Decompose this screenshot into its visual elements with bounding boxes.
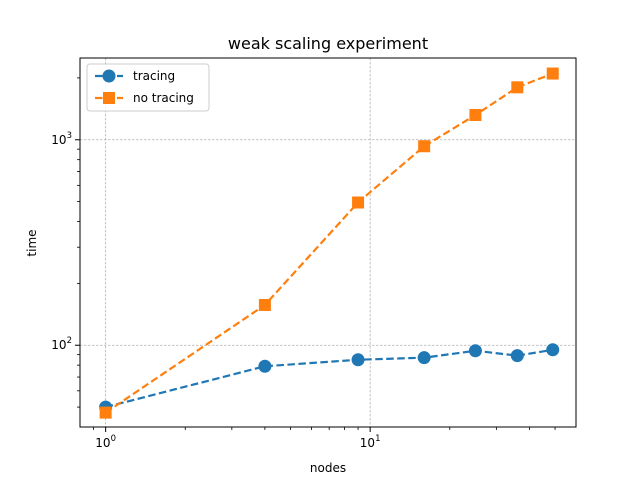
data-point: [468, 344, 482, 358]
x-tick-label: 100: [95, 434, 116, 450]
legend: tracing no tracing: [86, 63, 210, 112]
data-point: [99, 406, 112, 419]
legend-item: tracing: [95, 69, 175, 83]
x-axis-label: nodes: [310, 461, 346, 475]
grid: [80, 58, 576, 427]
data-point: [352, 196, 365, 209]
ticks: 100 101 102 103: [51, 77, 556, 450]
legend-marker: [102, 69, 116, 83]
x-tick-label: 101: [360, 434, 381, 450]
legend-marker: [103, 92, 115, 104]
data-point: [510, 349, 524, 363]
plot-frame: [79, 57, 577, 428]
data-point: [258, 359, 272, 373]
legend-label: tracing: [133, 69, 175, 83]
series-tracing: [99, 343, 560, 414]
chart-title: weak scaling experiment: [228, 34, 428, 53]
data-point: [546, 67, 559, 80]
series-no-tracing: [99, 67, 559, 419]
data-point: [418, 140, 431, 153]
y-axis-label: time: [25, 229, 39, 256]
data-point: [546, 343, 560, 357]
data-point: [511, 81, 524, 94]
legend-label: no tracing: [133, 91, 194, 105]
series-layer: [99, 67, 560, 419]
data-point: [469, 108, 482, 121]
data-point: [258, 298, 271, 311]
data-point: [417, 351, 431, 365]
y-tick-label: 102: [51, 336, 72, 352]
legend-item: no tracing: [95, 91, 194, 105]
y-tick-label: 103: [51, 131, 72, 147]
data-point: [351, 353, 365, 367]
